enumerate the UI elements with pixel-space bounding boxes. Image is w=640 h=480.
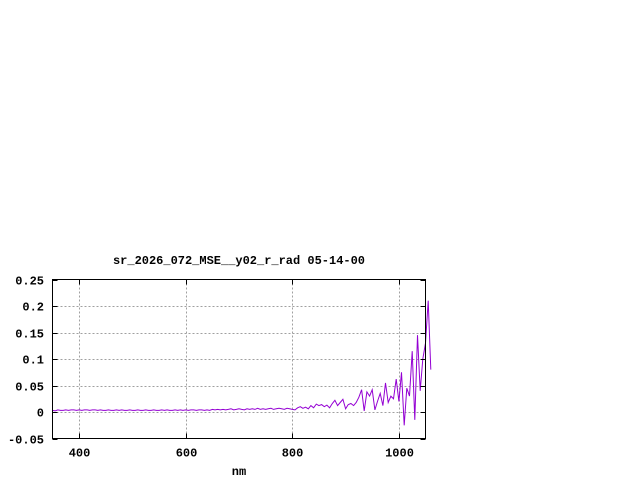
y-tick-label: -0.05: [8, 434, 44, 448]
x-tick-label: 400: [69, 447, 91, 461]
y-tick-label: 0: [37, 407, 44, 421]
series-line: [52, 300, 432, 426]
x-tick-label: 800: [282, 447, 304, 461]
y-tick-label: 0.15: [15, 328, 44, 342]
x-tick-label: 1000: [385, 447, 414, 461]
y-tick-label: 0.05: [15, 381, 44, 395]
grid: [52, 279, 426, 439]
ticks: 400 600 800 1000 -0.05 0 0.05 0.1 0.15 0.2 0.25: [8, 275, 426, 461]
y-tick-label: 0.1: [22, 354, 44, 368]
chart-title: sr_2026_072_MSE__y02_r_rad 05-14-00: [113, 254, 365, 268]
y-tick-label: 0.25: [15, 275, 44, 289]
y-tick-label: 0.2: [22, 301, 44, 315]
x-tick-label: 600: [176, 447, 198, 461]
x-axis-label: nm: [232, 465, 246, 479]
